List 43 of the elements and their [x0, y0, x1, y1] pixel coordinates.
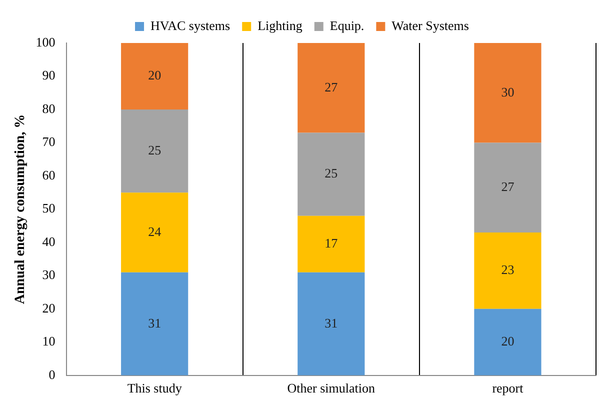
y-tick-label: 60 [42, 167, 56, 182]
data-label: 30 [501, 84, 514, 100]
bar [121, 43, 188, 110]
y-tick-label: 40 [42, 234, 56, 249]
legend-label: Lighting [258, 18, 303, 33]
data-label: 20 [148, 68, 162, 83]
bar [474, 308, 542, 376]
data-label: 20 [501, 334, 514, 349]
data-label: 27 [501, 179, 515, 194]
y-tick-label: 90 [42, 68, 56, 83]
legend-label: HVAC systems [150, 18, 230, 33]
bar [298, 43, 365, 133]
data-label: 23 [501, 262, 514, 278]
y-tick-label: 70 [42, 134, 56, 150]
bar [298, 272, 365, 376]
y-tick-label: 50 [42, 200, 56, 216]
bar [298, 132, 365, 216]
x-tick-label: report [492, 380, 524, 396]
data-label: 25 [148, 142, 162, 158]
data-label: 17 [324, 236, 338, 251]
bar [121, 192, 188, 272]
bar [474, 43, 542, 143]
x-tick-label: Other simulation [287, 380, 376, 396]
y-tick-label: 20 [42, 300, 56, 316]
legend-label: Equip. [330, 18, 364, 33]
bar [474, 232, 542, 309]
data-label: 31 [148, 315, 162, 330]
y-tick-label: 0 [48, 366, 56, 382]
y-tick-label: 10 [42, 334, 56, 349]
data-label: 27 [324, 79, 338, 94]
bar [298, 216, 365, 272]
y-tick-label: 80 [42, 100, 56, 116]
data-label: 24 [148, 224, 162, 239]
bar [121, 109, 188, 193]
data-label: 31 [324, 315, 338, 330]
legend-label: Water Systems [392, 18, 469, 33]
x-tick-label: This study [127, 380, 182, 396]
data-label: 25 [324, 166, 338, 181]
bar [474, 142, 542, 232]
y-tick-label: 30 [42, 267, 56, 282]
y-axis-title: Annual energy consumption, % [13, 114, 28, 304]
bar [121, 272, 188, 376]
y-tick-label: 100 [36, 34, 56, 50]
